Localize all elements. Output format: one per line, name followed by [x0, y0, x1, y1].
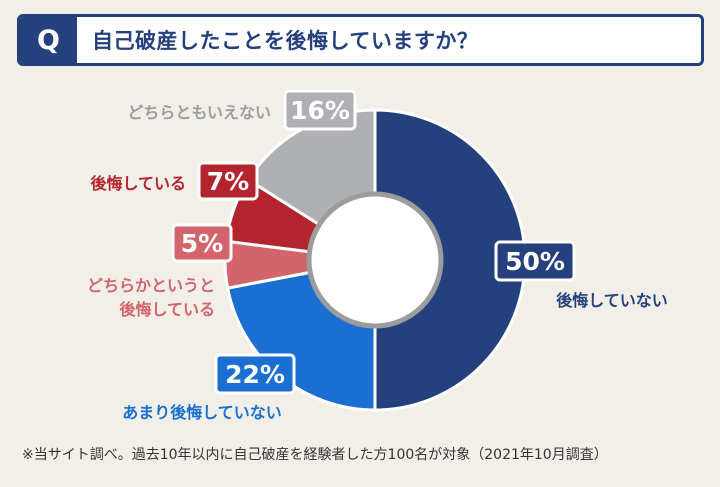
question-bar: Q 自己破産したことを後悔していますか？ [17, 14, 704, 66]
category-label-not-much-regret: あまり後悔していない [122, 403, 282, 422]
value-label-not-regret: 50% [505, 247, 565, 276]
footnote: ※当サイト調べ。過去10年以内に自己破産を経験者した方100名が対象（2021年… [22, 447, 608, 463]
category-label-not-regret: 後悔していない [556, 291, 668, 310]
value-badge-somewhat-regret [171, 223, 233, 263]
value-badge-regret [197, 161, 259, 201]
question-badge: Q [20, 17, 77, 63]
value-badge-not-regret [494, 240, 576, 282]
value-label-not-much-regret: 22% [225, 360, 285, 389]
category-label-regret: 後悔している [90, 174, 186, 193]
value-badge-not-much-regret [214, 353, 296, 395]
category-label-line: どちらかというと [87, 276, 215, 295]
value-badge-neutral [283, 89, 357, 131]
category-label-line: 後悔している [119, 300, 215, 319]
value-label-neutral: 16% [290, 96, 350, 125]
inner-ring [306, 191, 444, 329]
category-label-neutral: どちらともいえない [127, 103, 271, 122]
question-text: 自己破産したことを後悔していますか？ [92, 29, 479, 53]
category-label-somewhat-regret: どちらかというと後悔している [87, 276, 215, 319]
value-label-regret: 7% [207, 167, 249, 196]
value-label-somewhat-regret: 5% [181, 229, 223, 258]
